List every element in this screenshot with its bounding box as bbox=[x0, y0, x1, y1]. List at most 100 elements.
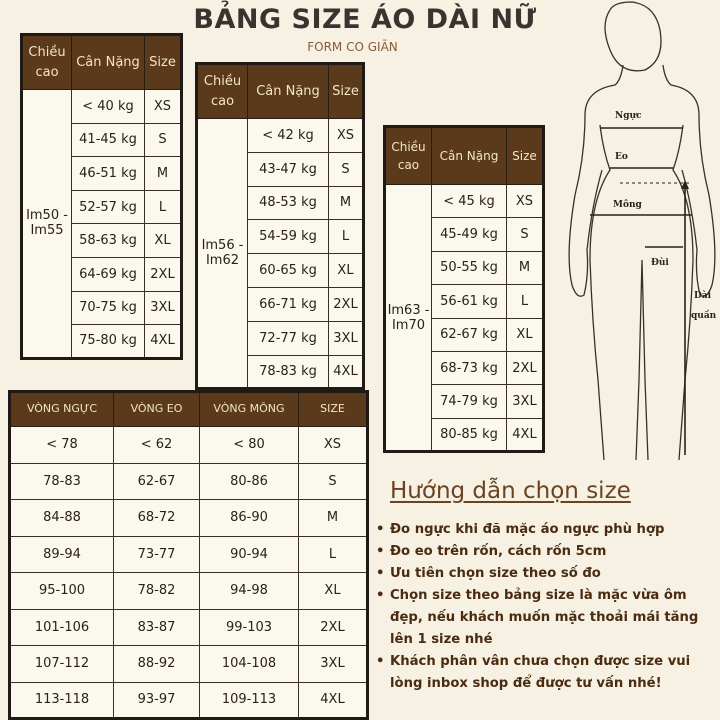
thigh-label: Đùi bbox=[651, 257, 669, 268]
size-value: XS bbox=[506, 183, 544, 219]
weight-range: 58-63 kg bbox=[71, 223, 145, 258]
pant-length-label-2: quần bbox=[691, 309, 717, 321]
guide-item: Chọn size theo bảng size là mặc vừa ôm đ… bbox=[372, 585, 720, 651]
weight-range: 48-53 kg bbox=[247, 185, 329, 221]
height-size-table: Chiều cao Cân Nặng Size Im56 - Im62 < 42 kg X… bbox=[195, 62, 365, 391]
header-weight: Cân Nặng bbox=[71, 34, 145, 90]
header-height: Chiều cao bbox=[196, 63, 248, 119]
weight-range: < 40 kg bbox=[71, 89, 145, 124]
measure-cell: 73-77 bbox=[113, 535, 200, 573]
size-value: 3XL bbox=[144, 290, 182, 326]
weight-range: 62-67 kg bbox=[431, 317, 507, 352]
measure-cell: 2XL bbox=[298, 608, 368, 646]
weight-range: 70-75 kg bbox=[71, 290, 145, 326]
measure-cell: < 80 bbox=[199, 426, 299, 464]
table-row: Im63 - Im70 < 45 kg XS bbox=[384, 183, 544, 453]
guide-item: Khách phân vân chưa chọn được size vui l… bbox=[372, 651, 720, 695]
guide-list: Đo ngực khi đã mặc áo ngực phù hợp Đo eo… bbox=[372, 519, 720, 695]
header-size: Size bbox=[328, 63, 364, 119]
weight-range: 68-73 kg bbox=[431, 350, 507, 386]
measure-cell: 113-118 bbox=[9, 681, 114, 719]
measure-cell: 94-98 bbox=[199, 572, 299, 610]
height-range: Im63 - Im70 bbox=[384, 183, 432, 453]
body-figure-icon: Ngực Eo Mông Đùi Dài quần bbox=[568, 1, 717, 461]
size-value: S bbox=[506, 217, 544, 252]
header-weight: Cân Nặng bbox=[247, 63, 329, 119]
table-row: Im50 - Im55 < 40 kg XS bbox=[21, 89, 182, 359]
measure-cell: < 62 bbox=[113, 426, 200, 464]
height-size-table: Chiều cao Cân Nặng Size Im50 - Im55 < 40 kg X… bbox=[20, 33, 183, 360]
measure-cell: 104-108 bbox=[199, 645, 299, 683]
measure-cell: 83-87 bbox=[113, 608, 200, 646]
measure-cell: 101-106 bbox=[9, 608, 114, 646]
weight-range: 60-65 kg bbox=[247, 253, 329, 288]
measure-header: VÒNG NGỰC bbox=[9, 391, 114, 427]
measure-cell: 107-112 bbox=[9, 645, 114, 683]
guide-item: Ưu tiên chọn size theo số đo bbox=[372, 563, 720, 585]
measure-cell: 78-82 bbox=[113, 572, 200, 610]
measure-cell: S bbox=[298, 462, 368, 500]
weight-range: 74-79 kg bbox=[431, 384, 507, 419]
measure-cell: 62-67 bbox=[113, 462, 200, 500]
size-value: 4XL bbox=[328, 354, 364, 390]
header-weight: Cân Nặng bbox=[431, 126, 507, 185]
table-row: 43-47 kg S bbox=[197, 151, 364, 187]
guide-item: Đo eo trên rốn, cách rốn 5cm bbox=[372, 541, 720, 563]
table-row: 80-85 kg 4XL bbox=[385, 417, 544, 453]
measure-cell: XS bbox=[298, 426, 368, 464]
size-value: 3XL bbox=[506, 384, 544, 419]
size-value: S bbox=[144, 122, 182, 158]
header-size: Size bbox=[506, 126, 544, 185]
table-row: 46-51 kg M bbox=[22, 156, 182, 191]
size-value: L bbox=[328, 219, 364, 255]
measure-cell: 109-113 bbox=[199, 681, 299, 719]
table-row: 60-65 kg XL bbox=[197, 253, 364, 288]
weight-range: < 45 kg bbox=[431, 183, 507, 219]
size-value: 2XL bbox=[506, 350, 544, 386]
measure-cell: 89-94 bbox=[9, 535, 114, 573]
header-size: Size bbox=[144, 34, 182, 90]
size-value: 2XL bbox=[144, 256, 182, 292]
measure-cell: L bbox=[298, 535, 368, 573]
weight-range: 72-77 kg bbox=[247, 320, 329, 356]
header-height: Chiều cao bbox=[21, 34, 72, 90]
height-range: Im56 - Im62 bbox=[196, 117, 248, 390]
weight-range: 41-45 kg bbox=[71, 122, 145, 158]
measure-cell: 78-83 bbox=[9, 462, 114, 500]
size-value: XL bbox=[328, 253, 364, 288]
weight-range: 50-55 kg bbox=[431, 250, 507, 286]
table-row: 78-83 kg 4XL bbox=[197, 354, 364, 390]
chest-label: Ngực bbox=[615, 111, 642, 121]
header-height: Chiều cao bbox=[384, 126, 432, 185]
table-row: 101-106 83-87 99-103 2XL bbox=[9, 608, 368, 646]
measure-cell: 93-97 bbox=[113, 681, 200, 719]
measure-cell: 86-90 bbox=[199, 499, 299, 537]
guide-item: Đo ngực khi đã mặc áo ngực phù hợp bbox=[372, 519, 720, 541]
size-value: XL bbox=[144, 223, 182, 258]
table-row: 84-88 68-72 86-90 M bbox=[9, 499, 368, 537]
measure-cell: < 78 bbox=[9, 426, 114, 464]
size-value: 3XL bbox=[328, 320, 364, 356]
size-value: XS bbox=[144, 89, 182, 124]
weight-range: 64-69 kg bbox=[71, 256, 145, 292]
measure-header: SIZE bbox=[298, 391, 368, 427]
size-value: M bbox=[144, 156, 182, 191]
measure-cell: 84-88 bbox=[9, 499, 114, 537]
weight-range: 56-61 kg bbox=[431, 284, 507, 319]
weight-range: 75-80 kg bbox=[71, 324, 145, 359]
size-value: M bbox=[328, 185, 364, 221]
page-subtitle: FORM CO GIÃN bbox=[307, 40, 398, 54]
table-row: 75-80 kg 4XL bbox=[22, 324, 182, 359]
table-row: 54-59 kg L bbox=[197, 219, 364, 255]
table-row: < 78 < 62 < 80 XS bbox=[9, 426, 368, 464]
measure-cell: 4XL bbox=[298, 681, 368, 719]
size-value: XS bbox=[328, 118, 364, 153]
height-size-table: Chiều cao Cân Nặng Size Im63 - Im70 < 45 kg X… bbox=[383, 125, 545, 454]
size-value: 4XL bbox=[506, 417, 544, 453]
size-value: S bbox=[328, 151, 364, 187]
size-value: XL bbox=[506, 317, 544, 352]
weight-range: 78-83 kg bbox=[247, 354, 329, 390]
weight-range: 46-51 kg bbox=[71, 156, 145, 191]
measure-cell: 3XL bbox=[298, 645, 368, 683]
page-title: BẢNG SIZE ÁO DÀI NỮ bbox=[193, 4, 537, 35]
